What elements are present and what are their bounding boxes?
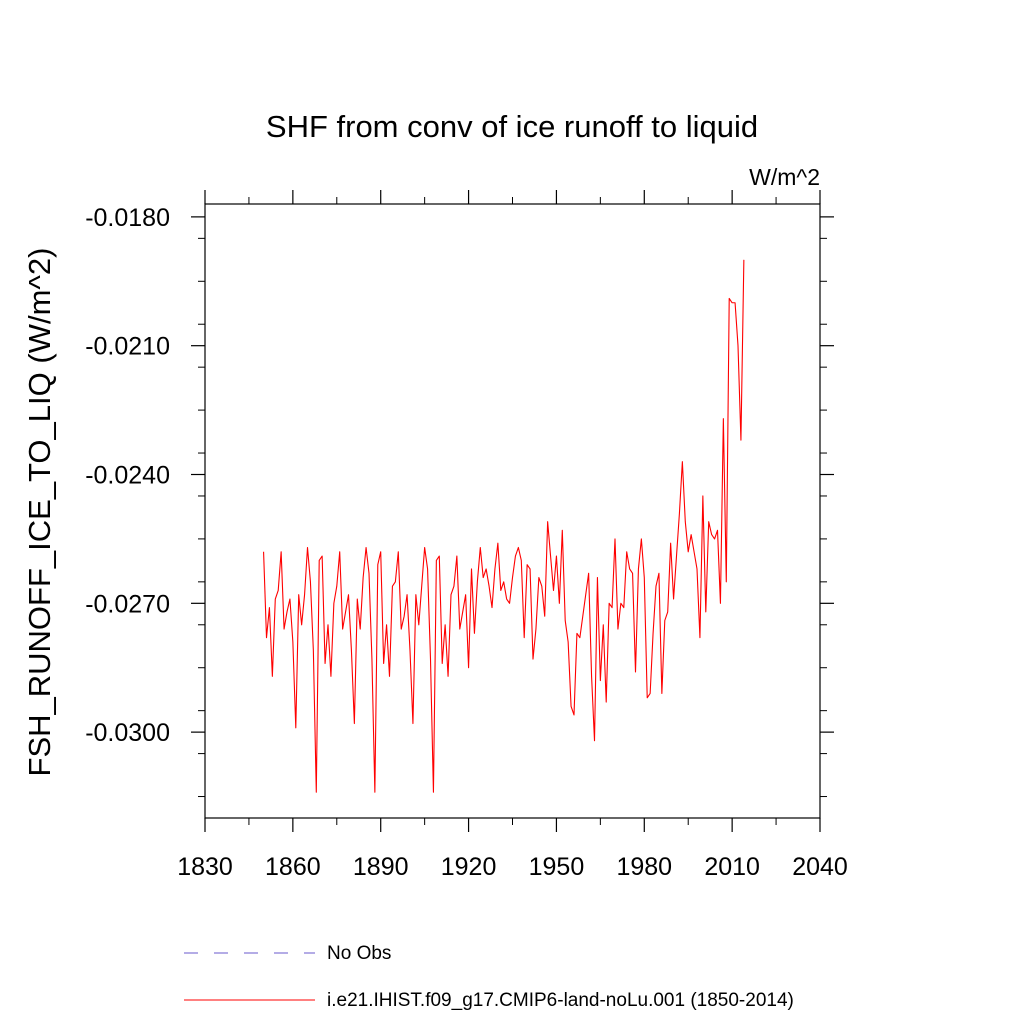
x-tick-label: 1860 — [265, 853, 321, 881]
x-tick-label: 1890 — [353, 853, 409, 881]
y-tick-label: -0.0210 — [85, 333, 170, 361]
plot-frame — [204, 203, 821, 819]
x-tick-label: 1950 — [529, 853, 585, 881]
y-tick-label: -0.0300 — [85, 719, 170, 747]
chart-title: SHF from conv of ice runoff to liquid — [266, 109, 758, 144]
series-line-0 — [263, 259, 745, 793]
x-tick-label: 2010 — [704, 853, 760, 881]
y-tick-label: -0.0180 — [85, 204, 170, 232]
x-tick-label: 1980 — [616, 853, 672, 881]
units-label: W/m^2 — [749, 164, 820, 190]
x-tick-label: 1920 — [441, 853, 497, 881]
y-axis-label: FSH_RUNOFF_ICE_TO_LIQ (W/m^2) — [22, 248, 57, 777]
x-tick-label: 1830 — [177, 853, 233, 881]
x-tick-label: 2040 — [792, 853, 848, 881]
legend: No Obs i.e21.IHIST.f09_g17.CMIP6-land-no… — [184, 943, 794, 1011]
y-tick-label: -0.0240 — [85, 462, 170, 490]
y-tick-label: -0.0270 — [85, 590, 170, 618]
legend-series-label: i.e21.IHIST.f09_g17.CMIP6-land-noLu.001 … — [327, 990, 794, 1011]
legend-no-obs-label: No Obs — [327, 943, 391, 964]
